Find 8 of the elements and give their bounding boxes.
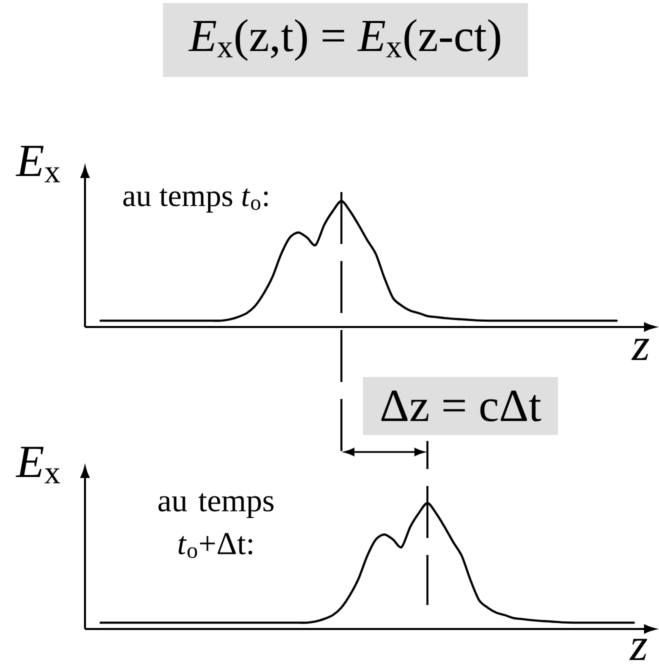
y-axis-title: E$_{x}$ (16, 446, 60, 484)
text: Δz = cΔt (381, 390, 542, 422)
y-axis-title: E$_{x}$ (16, 146, 60, 182)
x-axis-title: z (629, 638, 648, 660)
annotation: au temps t$_{o}$: (123, 188, 268, 213)
x-axis-title: z (631, 338, 650, 360)
annotation: au temps t$_{o}$+Δt: (158, 493, 274, 558)
chart-title: E$_{x}$(z,t) = E$_{x}$(z-ct) (188, 19, 500, 61)
